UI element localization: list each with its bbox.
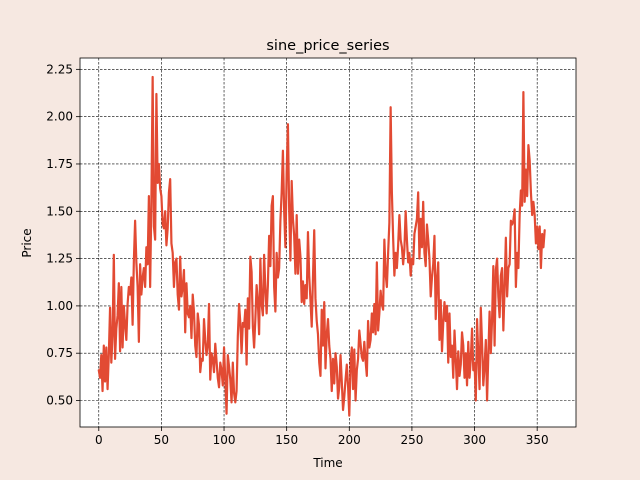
y-tick-label: 1.00 [46, 299, 73, 313]
y-tick-label: 2.25 [46, 62, 73, 76]
price-series-line [97, 75, 546, 417]
plot-area-frame [79, 57, 577, 428]
series-layer [97, 75, 546, 417]
plot-area-background [80, 58, 576, 427]
y-tick-label: 0.75 [46, 346, 73, 360]
y-tick-label: 2.00 [46, 110, 73, 124]
x-tick-label: 300 [463, 433, 486, 447]
y-tick-label: 1.50 [46, 204, 73, 218]
x-tick-label: 150 [275, 433, 298, 447]
y-tick-label: 1.25 [46, 252, 73, 266]
x-tick-label: 50 [154, 433, 169, 447]
x-tick-label: 200 [338, 433, 361, 447]
y-axis-label: Price [20, 228, 34, 257]
x-tick-label: 250 [400, 433, 423, 447]
y-tick-label: 1.75 [46, 157, 73, 171]
x-axis-label: Time [312, 456, 342, 470]
x-tick-label: 100 [213, 433, 236, 447]
x-axis-ticks: 0 50 100 150 200 250 300 350 [95, 427, 549, 447]
chart-title: sine_price_series [266, 38, 389, 54]
x-tick-label: 350 [526, 433, 549, 447]
y-axis-ticks: 0.50 0.75 1.00 1.25 1.50 1.75 2.00 2.25 [46, 62, 80, 408]
x-tick-label: 0 [95, 433, 103, 447]
y-tick-label: 0.50 [46, 394, 73, 408]
